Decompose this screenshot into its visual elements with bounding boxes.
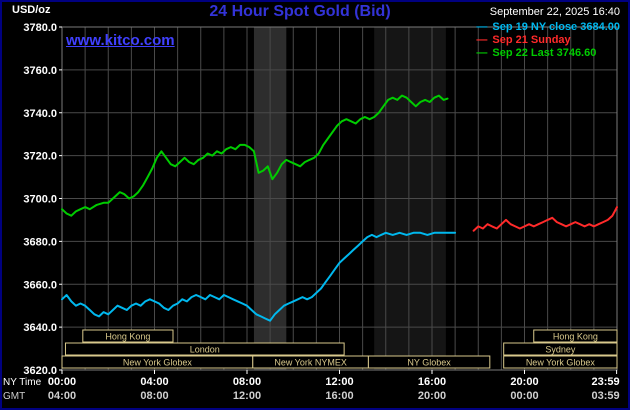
- unit-label: USD/oz: [12, 4, 51, 16]
- x-axis-row-label-gmt: GMT: [3, 391, 25, 402]
- session-label: Sydney: [545, 345, 576, 355]
- legend-color-dash-icon: —: [476, 34, 488, 46]
- x-tick-label-gmt: 08:00: [140, 390, 168, 402]
- legend-item: — Sep 21 Sunday: [476, 34, 620, 47]
- legend-item-label: Sep 21 Sunday: [492, 34, 571, 46]
- session-label: New York Globex: [123, 358, 193, 368]
- x-tick-label-gmt: 03:59: [591, 390, 619, 402]
- y-tick-label: 3740.0: [23, 108, 57, 120]
- x-tick-label-gmt: 20:00: [418, 390, 446, 402]
- session-label: Hong Kong: [105, 332, 150, 342]
- price-series: [472, 206, 618, 232]
- x-tick-label-gmt: 00:00: [510, 390, 538, 402]
- y-tick-label: 3680.0: [23, 236, 57, 248]
- x-tick-label-ny: 04:00: [140, 376, 168, 388]
- session-label: Hong Kong: [553, 332, 598, 342]
- x-tick-label-gmt: 12:00: [233, 390, 261, 402]
- y-tick-label: 3660.0: [23, 279, 57, 291]
- y-tick-label: 3700.0: [23, 194, 57, 206]
- x-tick-label-ny: 23:59: [591, 376, 619, 388]
- legend-item-label: Sep 19 NY close 3684.00: [492, 21, 620, 33]
- x-tick-label-ny: 20:00: [510, 376, 538, 388]
- session-box: [64, 342, 345, 356]
- session-box: [503, 355, 618, 369]
- y-tick-label: 3760.0: [23, 65, 57, 77]
- session-label: London: [190, 345, 220, 355]
- price-series: [61, 94, 449, 217]
- y-tick-label: 3640.0: [23, 322, 57, 334]
- datetime-label: September 22, 2025 16:40: [489, 6, 620, 18]
- kitco-link[interactable]: www.kitco.com: [66, 32, 175, 49]
- session-box: [82, 329, 174, 343]
- y-tick-label: 3620.0: [23, 365, 57, 377]
- x-tick-label-gmt: 04:00: [48, 390, 76, 402]
- session-label: New York NYMEX: [274, 358, 347, 368]
- y-tick-label: 3780.0: [23, 22, 57, 34]
- session-box: [533, 329, 618, 343]
- x-tick-label-ny: 16:00: [418, 376, 446, 388]
- session-label: NY Globex: [407, 358, 451, 368]
- x-tick-label-ny: 08:00: [233, 376, 261, 388]
- session-box: [503, 342, 618, 356]
- legend-color-dash-icon: —: [476, 21, 488, 33]
- x-tick-label-ny: 12:00: [325, 376, 353, 388]
- x-axis-row-label-ny: NY Time: [3, 377, 42, 388]
- legend-color-dash-icon: —: [476, 47, 488, 59]
- legend-item-label: Sep 22 Last 3746.60: [492, 47, 597, 59]
- session-label: New York Globex: [526, 358, 596, 368]
- legend-item: — Sep 19 NY close 3684.00: [476, 21, 620, 34]
- legend: — Sep 19 NY close 3684.00 — Sep 21 Sunday — S…: [476, 21, 620, 60]
- page-title: 24 Hour Spot Gold (Bid): [209, 3, 391, 20]
- price-series: [61, 231, 457, 322]
- session-box: [367, 355, 491, 369]
- x-tick-label-ny: 00:00: [48, 376, 76, 388]
- x-tick-label-gmt: 16:00: [325, 390, 353, 402]
- legend-item: — Sep 22 Last 3746.60: [476, 47, 620, 60]
- y-tick-label: 3720.0: [23, 151, 57, 163]
